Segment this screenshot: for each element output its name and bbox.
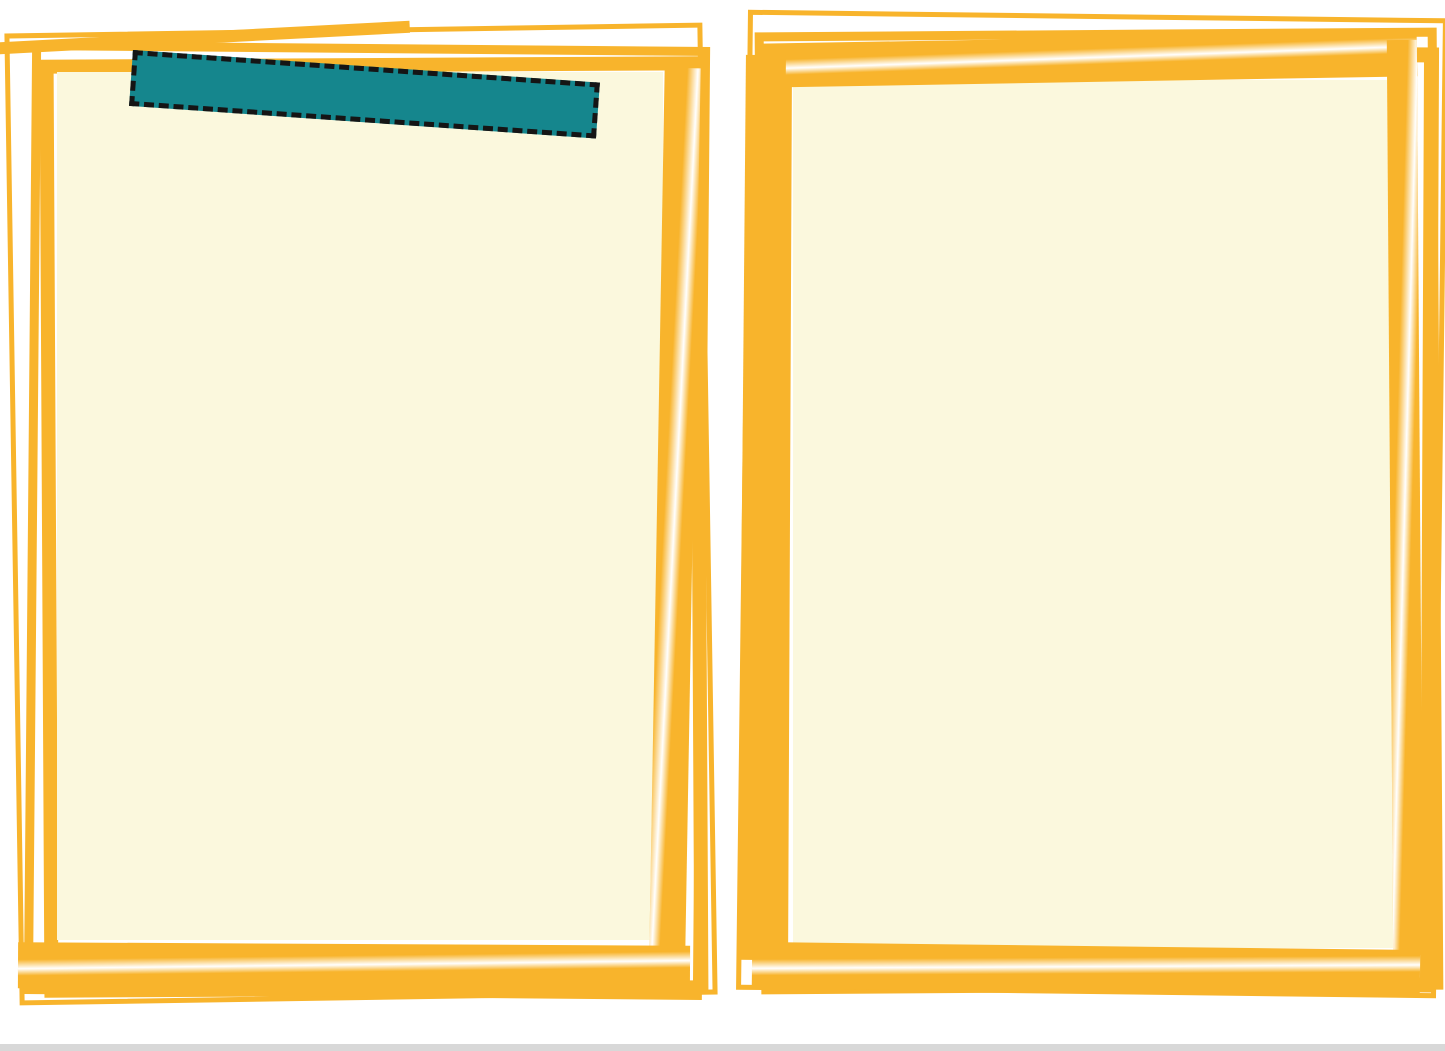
right-page-bottom-band: [751, 941, 1421, 997]
right-page-surface: [793, 80, 1399, 948]
bar-chart: [805, 298, 1425, 698]
pie-chart: [143, 456, 487, 800]
left-page-surface: [57, 72, 663, 940]
left-page-bottom-band: [17, 942, 691, 992]
scan-edge-strip: [0, 1044, 1445, 1051]
right-page-left-band: [738, 54, 786, 961]
